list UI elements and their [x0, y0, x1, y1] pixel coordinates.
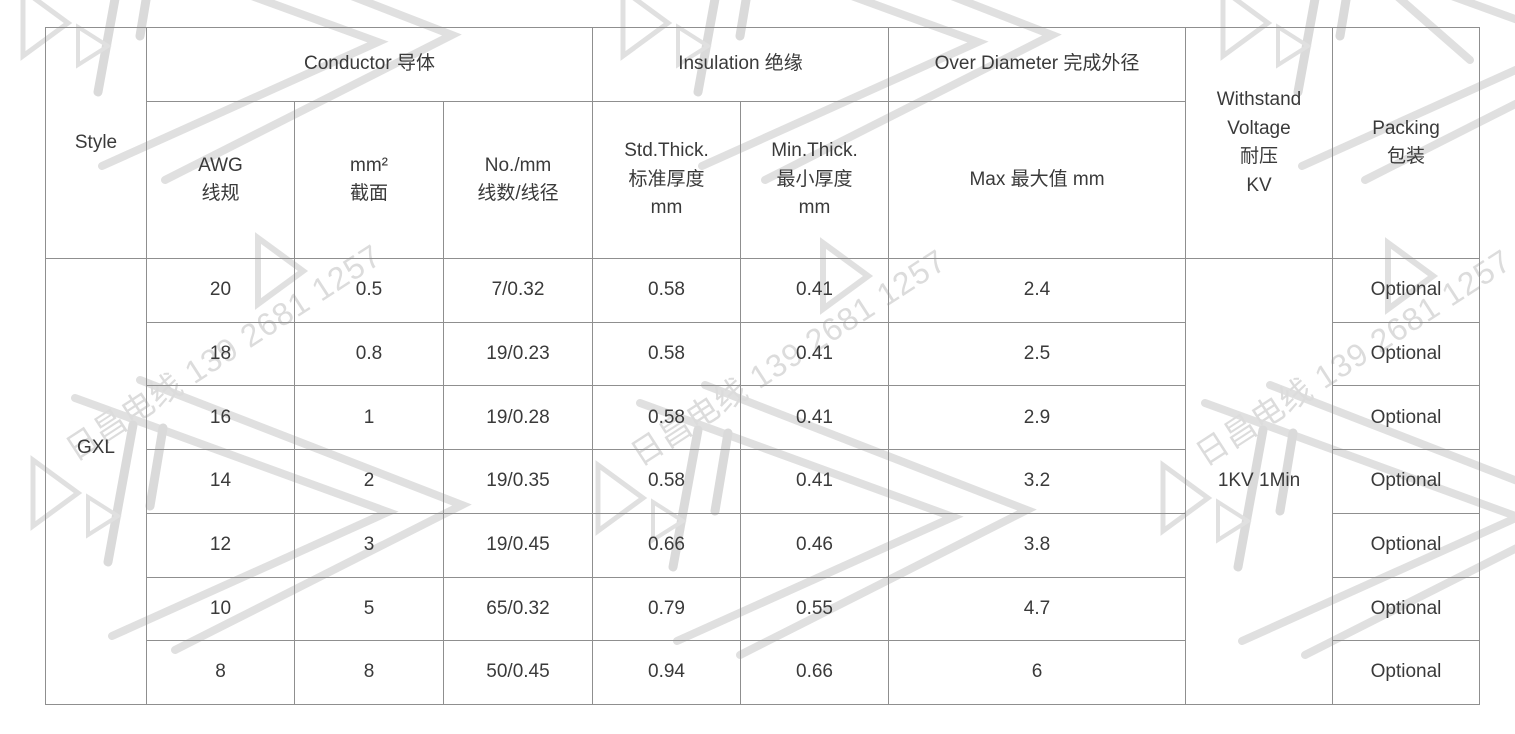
- cell-awg: 14: [146, 449, 295, 514]
- col-group-insulation: Insulation 绝缘: [592, 27, 889, 102]
- cell-min-thick: 0.66: [740, 640, 889, 705]
- cell-min-thick: 0.41: [740, 258, 889, 323]
- cell-no-mm: 7/0.32: [443, 258, 593, 323]
- col-header-std-thick: Std.Thick. 标准厚度 mm: [592, 101, 741, 259]
- col-group-conductor: Conductor 导体: [146, 27, 593, 102]
- cell-std-thick: 0.58: [592, 449, 741, 514]
- cell-awg: 16: [146, 385, 295, 451]
- cell-packing: Optional: [1332, 640, 1480, 705]
- cell-style-value: GXL: [45, 258, 147, 705]
- cell-no-mm: 19/0.45: [443, 512, 593, 578]
- cell-mm2: 3: [294, 512, 444, 578]
- col-group-over-diameter: Over Diameter 完成外径: [888, 27, 1186, 102]
- cell-std-thick: 0.58: [592, 321, 741, 387]
- cell-mm2: 0.5: [294, 258, 444, 323]
- cell-min-thick: 0.41: [740, 321, 889, 387]
- cell-awg: 12: [146, 512, 295, 578]
- col-header-withstand-voltage: Withstand Voltage 耐压 KV: [1185, 27, 1333, 259]
- spec-table: Style Conductor 导体 Insulation 绝缘 Over Di…: [45, 27, 1480, 705]
- cell-packing: Optional: [1332, 258, 1480, 323]
- cell-mm2: 2: [294, 449, 444, 514]
- cell-max: 3.8: [888, 512, 1186, 578]
- cell-no-mm: 19/0.28: [443, 385, 593, 451]
- cell-packing: Optional: [1332, 385, 1480, 451]
- col-header-packing: Packing 包装: [1332, 27, 1480, 259]
- cell-mm2: 1: [294, 385, 444, 451]
- col-header-no-mm: No./mm 线数/线径: [443, 101, 593, 259]
- cell-mm2: 5: [294, 576, 444, 642]
- cell-mm2: 8: [294, 640, 444, 705]
- table-row: GXL 20 0.5 7/0.32 0.58 0.41 2.4 1KV 1Min…: [45, 258, 1480, 705]
- cell-std-thick: 0.58: [592, 385, 741, 451]
- cell-awg: 8: [146, 640, 295, 705]
- cell-min-thick: 0.41: [740, 449, 889, 514]
- cell-packing: Optional: [1332, 449, 1480, 514]
- cell-awg: 18: [146, 321, 295, 387]
- cell-max: 2.5: [888, 321, 1186, 387]
- col-header-awg: AWG 线规: [146, 101, 295, 259]
- cell-std-thick: 0.79: [592, 576, 741, 642]
- cell-awg: 10: [146, 576, 295, 642]
- col-header-style: Style: [45, 27, 147, 259]
- cell-max: 4.7: [888, 576, 1186, 642]
- cell-mm2: 0.8: [294, 321, 444, 387]
- cell-min-thick: 0.41: [740, 385, 889, 451]
- cell-std-thick: 0.94: [592, 640, 741, 705]
- cell-no-mm: 19/0.23: [443, 321, 593, 387]
- cell-no-mm: 50/0.45: [443, 640, 593, 705]
- cell-no-mm: 19/0.35: [443, 449, 593, 514]
- cell-std-thick: 0.58: [592, 258, 741, 323]
- cell-awg: 20: [146, 258, 295, 323]
- cell-max: 2.9: [888, 385, 1186, 451]
- col-header-min-thick: Min.Thick. 最小厚度 mm: [740, 101, 889, 259]
- cell-max: 2.4: [888, 258, 1186, 323]
- cell-min-thick: 0.46: [740, 512, 889, 578]
- cell-min-thick: 0.55: [740, 576, 889, 642]
- cell-max: 6: [888, 640, 1186, 705]
- cell-packing: Optional: [1332, 512, 1480, 578]
- cell-no-mm: 65/0.32: [443, 576, 593, 642]
- cell-packing: Optional: [1332, 576, 1480, 642]
- col-header-mm2: mm² 截面: [294, 101, 444, 259]
- cell-withstand-value: 1KV 1Min: [1185, 258, 1333, 705]
- cell-max: 3.2: [888, 449, 1186, 514]
- cell-std-thick: 0.66: [592, 512, 741, 578]
- col-header-max: Max 最大值 mm: [888, 101, 1186, 259]
- style-value-label: GXL: [76, 437, 116, 459]
- cell-packing: Optional: [1332, 321, 1480, 387]
